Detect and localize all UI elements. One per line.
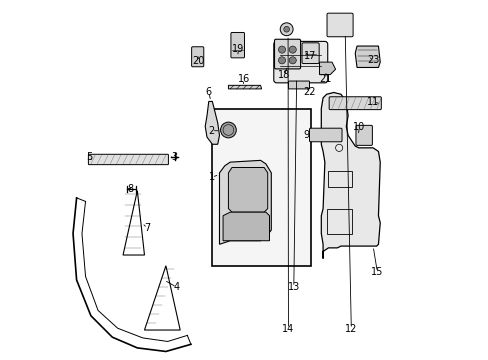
- Text: 5: 5: [86, 152, 92, 162]
- Text: 16: 16: [237, 74, 249, 84]
- Polygon shape: [219, 160, 271, 244]
- Text: 18: 18: [278, 70, 290, 80]
- Text: 13: 13: [287, 282, 299, 292]
- Circle shape: [288, 46, 296, 53]
- FancyBboxPatch shape: [88, 154, 168, 165]
- Text: 10: 10: [353, 122, 365, 132]
- Text: 2: 2: [208, 126, 214, 136]
- Text: 21: 21: [319, 74, 331, 84]
- Circle shape: [220, 122, 236, 138]
- Text: 3: 3: [171, 152, 177, 162]
- Polygon shape: [354, 46, 380, 67]
- Text: 17: 17: [303, 51, 315, 61]
- Text: 14: 14: [282, 324, 294, 334]
- Text: 12: 12: [345, 324, 357, 334]
- Text: 8: 8: [127, 184, 134, 194]
- Circle shape: [288, 57, 296, 64]
- Text: 15: 15: [370, 267, 383, 277]
- Bar: [328, 171, 351, 187]
- Polygon shape: [321, 93, 380, 258]
- Circle shape: [278, 57, 285, 64]
- Polygon shape: [205, 102, 219, 144]
- Text: 6: 6: [205, 87, 211, 98]
- Text: 23: 23: [367, 55, 379, 64]
- FancyBboxPatch shape: [309, 128, 341, 142]
- FancyBboxPatch shape: [328, 97, 381, 110]
- Text: 4: 4: [173, 282, 179, 292]
- Circle shape: [283, 26, 289, 32]
- FancyBboxPatch shape: [326, 13, 352, 37]
- FancyBboxPatch shape: [212, 109, 310, 266]
- Polygon shape: [223, 212, 269, 241]
- Circle shape: [278, 46, 285, 53]
- Text: 7: 7: [144, 223, 150, 233]
- Polygon shape: [228, 85, 261, 89]
- FancyBboxPatch shape: [355, 125, 372, 145]
- Text: 9: 9: [302, 130, 308, 140]
- Text: 11: 11: [366, 97, 379, 107]
- Polygon shape: [228, 167, 267, 212]
- FancyBboxPatch shape: [274, 39, 300, 69]
- Text: 22: 22: [303, 87, 315, 98]
- Circle shape: [280, 23, 292, 36]
- Polygon shape: [319, 62, 335, 75]
- Bar: [326, 208, 351, 234]
- FancyBboxPatch shape: [288, 81, 309, 89]
- Text: 19: 19: [232, 44, 244, 54]
- FancyBboxPatch shape: [191, 47, 203, 67]
- Text: 1: 1: [208, 172, 214, 182]
- Text: 20: 20: [192, 57, 204, 66]
- FancyBboxPatch shape: [273, 41, 327, 83]
- FancyBboxPatch shape: [230, 32, 244, 58]
- FancyBboxPatch shape: [302, 43, 319, 64]
